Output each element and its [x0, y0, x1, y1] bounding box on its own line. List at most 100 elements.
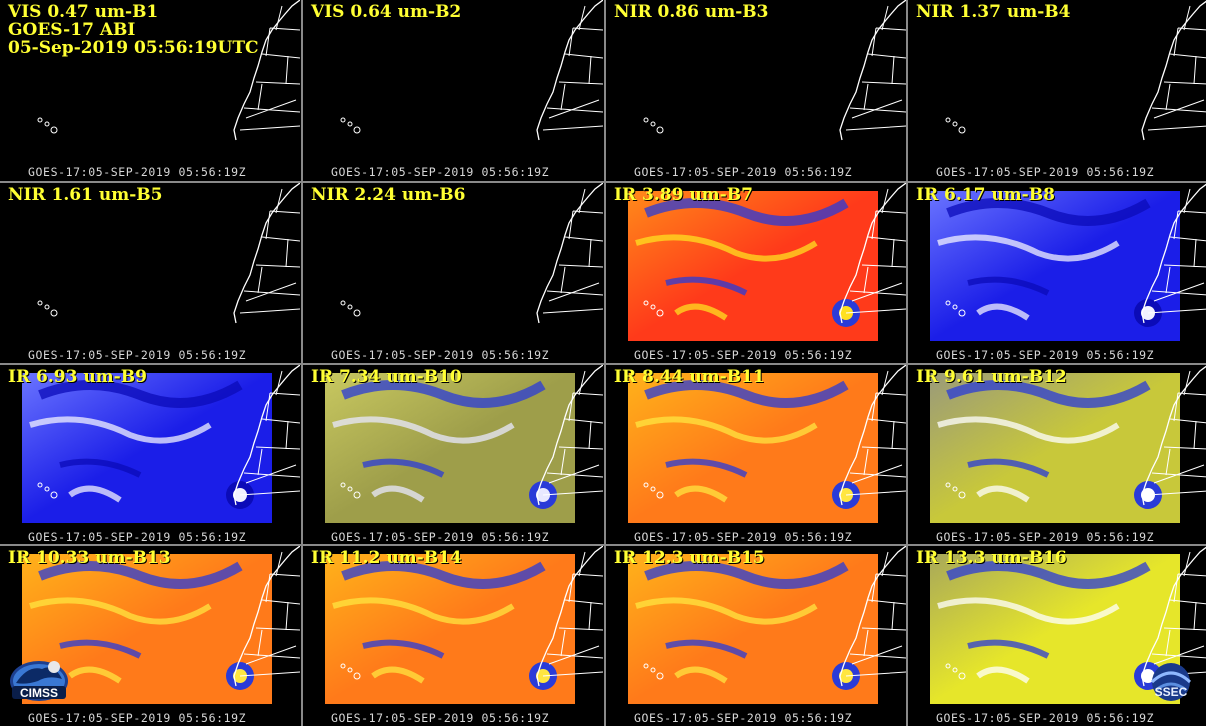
image-timestamp: GOES-17:05-SEP-2019 05:56:19Z [936, 165, 1155, 179]
cloud-band [644, 380, 849, 408]
band-panel: NIR 1.61 um-B5 GOES-17:05-SEP-2019 05:56:… [0, 183, 300, 363]
band-label: NIR 1.37 um-B4 [916, 3, 1070, 21]
image-timestamp: GOES-17:05-SEP-2019 05:56:19Z [28, 165, 247, 179]
state-borders [845, 188, 906, 314]
cloud-band [371, 666, 425, 684]
cloud-band [976, 666, 1030, 684]
hawaii-island [37, 117, 43, 123]
cloud-band [635, 416, 818, 444]
cloud-band [362, 639, 445, 659]
image-timestamp: GOES-17:05-SEP-2019 05:56:19Z [28, 348, 247, 362]
hawaii-island [353, 491, 361, 499]
satellite-image [37, 183, 300, 324]
cloud-band [937, 416, 1120, 444]
band-name: VIS 0.64 um-B2 [311, 2, 462, 22]
satellite-image [628, 365, 906, 523]
cimss-logo: CIMSS [8, 655, 70, 703]
hawaii-island [44, 304, 50, 310]
hawaii-island [643, 300, 649, 306]
hawaii-island [643, 117, 649, 123]
satellite-image [930, 183, 1206, 341]
cloud-band [341, 380, 546, 408]
hawaii-island [340, 117, 346, 123]
hawaii-island [958, 491, 966, 499]
coastline [1141, 365, 1206, 506]
image-timestamp: GOES-17:05-SEP-2019 05:56:19Z [28, 530, 247, 544]
state-borders [1147, 5, 1206, 131]
state-borders [1147, 188, 1206, 314]
band-panel: VIS 0.64 um-B2 GOES-17:05-SEP-2019 05:56:… [303, 0, 603, 180]
band-name: NIR 0.86 um-B3 [614, 2, 769, 22]
hawaii-island [945, 117, 951, 123]
satellite-image [628, 183, 906, 341]
hawaii-island [347, 304, 353, 310]
satellite-image [643, 0, 906, 141]
band-name: NIR 1.37 um-B4 [916, 2, 1071, 22]
coastline [839, 0, 906, 141]
cloud-band [59, 458, 142, 478]
cloud-band [341, 561, 546, 589]
hawaii-island [650, 486, 656, 492]
band-label: NIR 1.61 um-B5 [8, 186, 162, 204]
band-name: IR 3.89 um-B7 [614, 185, 753, 205]
state-borders [542, 370, 603, 496]
band-label: IR 6.93 um-B9 [8, 368, 147, 386]
cloud-band [937, 597, 1120, 625]
cloud-band [635, 597, 818, 625]
coastline [536, 0, 603, 141]
panel-divider-horizontal [0, 181, 1206, 183]
ssec-logo-text: SSEC [1155, 685, 1188, 699]
band-name: NIR 2.24 um-B6 [311, 185, 466, 205]
state-borders [239, 551, 300, 677]
state-borders [845, 551, 906, 677]
cloud-band [967, 458, 1050, 478]
hawaii-island [958, 309, 966, 317]
hawaii-island [44, 486, 50, 492]
cloud-band [674, 666, 728, 684]
panel-divider-horizontal [0, 544, 1206, 546]
coastline [233, 546, 300, 687]
state-borders [1147, 370, 1206, 496]
coastline [1141, 183, 1206, 324]
coastline [233, 365, 300, 506]
hawaii-island [340, 663, 346, 669]
hawaii-island [656, 672, 664, 680]
band-name: NIR 1.61 um-B5 [8, 185, 163, 205]
band-panel: IR 6.93 um-B9 GOES-17:05-SEP-2019 05:56:1… [0, 365, 300, 545]
cloud-band [665, 639, 748, 659]
coastline [839, 365, 906, 506]
satellite-image [930, 365, 1206, 523]
band-name: IR 7.34 um-B10 [311, 367, 462, 387]
band-panel: IR 10.33 um-B13 GOES-17:05-SEP-2019 05:56… [0, 546, 300, 726]
band-label: IR 6.17 um-B8 [916, 186, 1055, 204]
hawaii-island [347, 486, 353, 492]
hawaii-island [952, 667, 958, 673]
satellite-image [340, 183, 603, 324]
coastline [536, 546, 603, 687]
cloud-band [644, 198, 849, 226]
hawaii-island [952, 304, 958, 310]
cloud-band [362, 458, 445, 478]
hawaii-island [340, 300, 346, 306]
cloud-band [38, 380, 243, 408]
hawaii-island [958, 672, 966, 680]
state-borders [239, 188, 300, 314]
band-panel: VIS 0.47 um-B1 GOES-17 ABI 05-Sep-2019 05:… [0, 0, 300, 180]
cloud-band [946, 561, 1151, 589]
cloud-band [946, 198, 1151, 226]
hawaii-island [44, 121, 50, 127]
cloud-band [665, 458, 748, 478]
observation-datetime: 05-Sep-2019 05:56:19UTC [8, 38, 259, 58]
image-timestamp: GOES-17:05-SEP-2019 05:56:19Z [634, 530, 853, 544]
coastline [839, 546, 906, 687]
hawaii-island [37, 482, 43, 488]
band-label: IR 3.89 um-B7 [614, 186, 753, 204]
hawaii-island [50, 491, 58, 499]
band-name: VIS 0.47 um-B1 [8, 2, 159, 22]
hawaii-island [656, 309, 664, 317]
cloud-band [371, 485, 425, 503]
band-panel: IR 9.61 um-B12 GOES-17:05-SEP-2019 05:56:… [908, 365, 1206, 545]
ssec-logo: SSEC [1142, 660, 1200, 702]
cloud-band [29, 416, 212, 444]
